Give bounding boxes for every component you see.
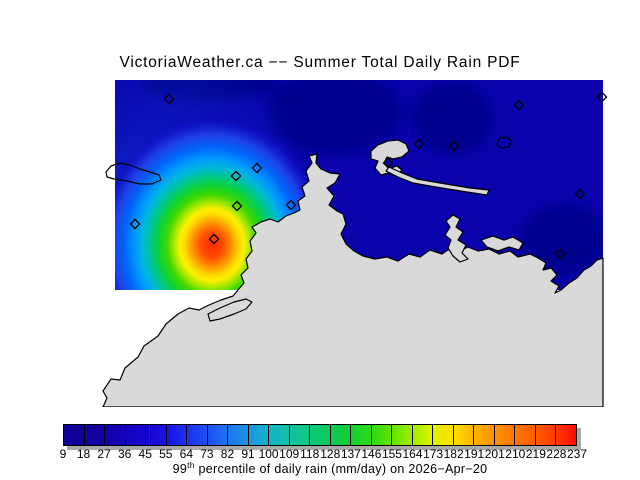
colorbar-tick-label: 210	[505, 447, 526, 461]
colorbar-tick-label: 18	[76, 447, 91, 461]
station-diamond-marker	[448, 140, 460, 152]
colorbar-cell	[514, 425, 535, 445]
colorbar-tick-label: 182	[443, 447, 464, 461]
station-diamond-marker	[285, 199, 297, 211]
colorbar-cell	[227, 425, 248, 445]
colorbar-cell	[83, 425, 105, 445]
colorbar-tick-label: 55	[159, 447, 173, 461]
station-diamond-marker	[596, 91, 608, 103]
station-diamond-marker	[231, 200, 243, 212]
colorbar-tick-label: 109	[279, 447, 300, 461]
colorbar-tick-label: 228	[546, 447, 567, 461]
archipelago	[480, 235, 524, 252]
colorbar-cell	[534, 425, 556, 445]
colorbar-tick-label: 128	[320, 447, 341, 461]
station-diamond-marker	[129, 218, 141, 230]
colorbar-cell	[288, 425, 310, 445]
caption-ordinal: th	[187, 460, 195, 470]
colorbar-tick-label: 45	[138, 447, 152, 461]
page-title: VictoriaWeather.ca −− Summer Total Daily…	[119, 54, 521, 71]
colorbar-tick-label: 82	[220, 447, 235, 461]
colorbar-tick-label: 36	[117, 447, 132, 461]
island-cluster	[444, 214, 469, 263]
island-chain	[385, 166, 490, 196]
station-diamond-marker	[208, 233, 220, 245]
colorbar-cell	[370, 425, 392, 445]
colorbar-cell	[555, 425, 576, 445]
coastal-spit	[207, 298, 253, 322]
caption-number: 99	[172, 462, 188, 477]
colorbar-tick-label: 100	[258, 447, 279, 461]
colorbar-tick-label: 91	[241, 447, 255, 461]
colorbar-tick-label: 155	[381, 447, 402, 461]
colorbar-caption: 99th percentile of daily rain (mm/day) o…	[10, 460, 640, 476]
rain-pdf-map	[102, 80, 608, 407]
colorbar-tick-label: 146	[361, 447, 382, 461]
station-diamond-marker	[382, 157, 394, 169]
land-masses	[102, 139, 604, 407]
colorbar-tick-label: 219	[525, 447, 546, 461]
colorbar-tick-label: 164	[402, 447, 423, 461]
colorbar-cell	[104, 425, 125, 445]
colorbar	[63, 424, 577, 446]
colorbar-tick-label: 73	[200, 447, 214, 461]
station-diamond-marker	[163, 93, 175, 105]
colorbar-cell	[493, 425, 515, 445]
outline-islands	[105, 136, 513, 185]
colorbar-cell	[268, 425, 289, 445]
colorbar-tick-label: 118	[300, 447, 320, 461]
colorbar-tick-label: 137	[340, 447, 361, 461]
small-outline-island	[496, 136, 513, 149]
hook-island	[370, 139, 410, 177]
station-diamond-marker	[574, 188, 586, 200]
west-outline-island	[105, 162, 162, 185]
colorbar-tick-label: 64	[179, 447, 194, 461]
station-diamond-marker	[513, 99, 525, 111]
colorbar-cell	[452, 425, 474, 445]
colorbar-cell	[145, 425, 166, 445]
colorbar-cell	[411, 425, 433, 445]
colorbar-ticks: 9 18 27 36 45 55 64 73 82 91 100 109 118 128 137 146 155…	[59, 447, 587, 461]
colorbar-cell	[64, 425, 84, 445]
colorbar-cell	[206, 425, 228, 445]
colorbar-tick-label: 27	[97, 447, 111, 461]
colorbar-tick-label: 237	[566, 447, 588, 461]
colorbar-tick-label: 173	[423, 447, 444, 461]
colorbar-tick-label: 191	[464, 447, 485, 461]
station-diamond-marker	[554, 248, 566, 260]
colorbar-cell	[186, 425, 207, 445]
station-diamond-marker	[413, 138, 425, 150]
colorbar-cell	[350, 425, 371, 445]
colorbar-cell	[391, 425, 412, 445]
station-markers	[129, 91, 608, 260]
colorbar-cell	[329, 425, 351, 445]
station-diamond-marker	[251, 162, 263, 174]
mainland-coast	[102, 153, 604, 407]
colorbar-cell	[432, 425, 453, 445]
colorbar-cell	[124, 425, 146, 445]
colorbar-cell	[473, 425, 494, 445]
station-diamond-marker	[230, 170, 242, 182]
caption-text: percentile of daily rain (mm/day) on 202…	[194, 462, 488, 477]
colorbar-tick-label: 9	[59, 447, 67, 461]
colorbar-cell	[247, 425, 269, 445]
colorbar-cell	[309, 425, 330, 445]
colorbar-cell	[165, 425, 187, 445]
colorbar-tick-label: 201	[484, 447, 505, 461]
